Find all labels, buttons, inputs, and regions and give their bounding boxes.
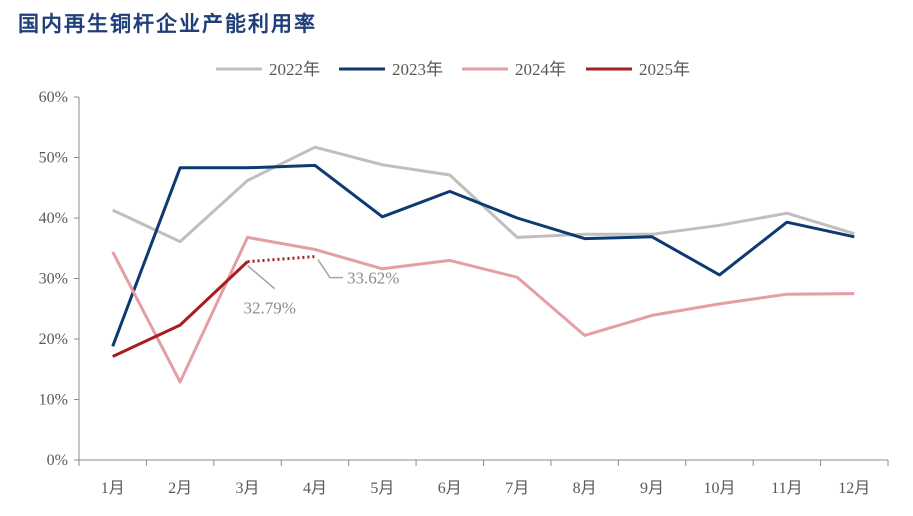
annotation-label: 32.79%: [244, 299, 296, 318]
y-tick-label: 30%: [39, 271, 68, 288]
annotation-leader: [317, 259, 343, 279]
x-tick-label: 12月: [838, 480, 870, 497]
series-line-2024年: [111, 235, 855, 384]
legend-label: 2025年: [639, 60, 690, 79]
y-tick-label: 50%: [39, 150, 68, 167]
x-tick-label: 2月: [168, 480, 192, 497]
x-tick-label: 9月: [640, 480, 664, 497]
series-line-2022年: [112, 145, 855, 244]
y-tick-label: 20%: [39, 331, 68, 348]
legend-label: 2022年: [269, 60, 320, 79]
legend-item: 2023年: [339, 60, 443, 79]
y-tick-label: 0%: [47, 452, 68, 469]
x-tick-label: 10月: [703, 480, 735, 497]
x-tick-label: 4月: [303, 480, 327, 497]
x-tick-label: 3月: [236, 480, 260, 497]
annotation-leader: [247, 265, 276, 290]
series-line-2025年: [112, 260, 249, 358]
x-tick-label: 6月: [438, 480, 462, 497]
legend-label: 2024年: [515, 60, 566, 79]
y-tick-label: 40%: [39, 210, 68, 227]
legend-item: 2025年: [586, 60, 690, 79]
annotation-label: 33.62%: [347, 269, 399, 288]
projection-line: [247, 255, 316, 264]
legend-label: 2023年: [392, 60, 443, 79]
legend-item: 2024年: [462, 60, 566, 79]
chart-title: 国内再生铜杆企业产能利用率: [18, 11, 317, 36]
y-tick-label: 60%: [39, 89, 68, 106]
x-tick-label: 1月: [101, 480, 125, 497]
x-tick-label: 8月: [573, 480, 597, 497]
series-line-2023年: [111, 163, 855, 347]
x-tick-label: 5月: [370, 480, 394, 497]
y-tick-label: 10%: [39, 392, 68, 409]
legend-item: 2022年: [216, 60, 320, 79]
x-tick-label: 11月: [771, 480, 802, 497]
x-tick-label: 7月: [505, 480, 529, 497]
